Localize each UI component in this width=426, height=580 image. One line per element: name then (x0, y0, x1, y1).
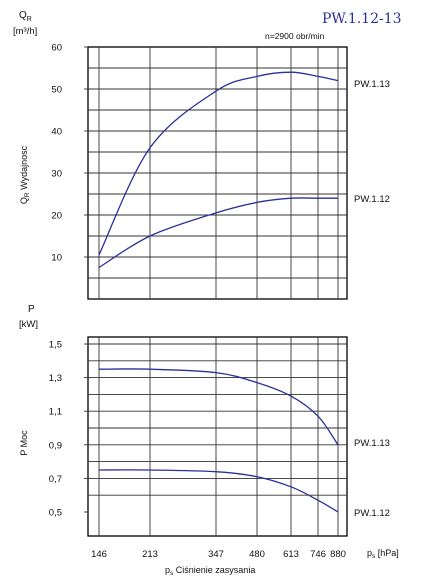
flow-y-tick-label: 20 (51, 211, 62, 222)
power-side-label: P Moc (19, 430, 29, 456)
x-axis-unit: ps [hPa] (367, 548, 399, 560)
flow-grid (88, 47, 347, 299)
power-y-ticks: 1,5 1,3 1,1 0,9 0,7 0,5 (49, 340, 88, 519)
flow-y-tick-label: 60 (51, 43, 62, 54)
power-curve-pw113 (98, 368, 339, 446)
flow-y-tick-label: 50 (51, 85, 62, 96)
x-axis-title: ps Ciśnienie zasysania (165, 565, 255, 577)
x-tick-label: 613 (283, 549, 299, 560)
x-tick-label: 880 (330, 549, 346, 560)
power-y-tick-label: 0,9 (49, 440, 62, 451)
power-y-tick-label: 1,1 (49, 407, 62, 418)
power-x-ticks: 146 213 347 480 613 746 880 (91, 549, 346, 560)
speed-label: n=2900 obr/min (265, 31, 325, 41)
power-y-tick-label: 0,5 (49, 508, 62, 519)
power-y-tick-label: 1,5 (49, 340, 62, 351)
power-y-unit: [kW] (19, 319, 38, 330)
flow-side-label: QR Wydajnosc (19, 145, 31, 204)
power-chart-panel: 1,5 1,3 1,1 0,9 0,7 0,5 146 213 347 480 613 746 880… (19, 304, 399, 577)
x-tick-label: 213 (142, 549, 158, 560)
x-tick-label: 480 (249, 549, 265, 560)
power-chart-frame (87, 336, 348, 537)
flow-curve-pw112 (98, 197, 338, 269)
flow-y-tick-label: 40 (51, 127, 62, 138)
flow-y-tick-label: 30 (51, 169, 62, 180)
svg-text:QR Wydajnosc: QR Wydajnosc (19, 145, 31, 204)
flow-y-unit: [m³/h] (13, 26, 37, 37)
flow-series-label-pw112: PW.1.12 (354, 194, 390, 205)
power-series-label-pw112: PW.1.12 (354, 508, 390, 519)
power-series-label-pw113: PW.1.13 (354, 438, 390, 449)
flow-y-symbol: QR (19, 10, 32, 23)
power-y-tick-label: 0,7 (49, 474, 62, 485)
svg-text:P Moc: P Moc (19, 430, 29, 456)
x-tick-label: 746 (310, 549, 326, 560)
flow-y-ticks: 10 20 30 40 50 60 (51, 43, 88, 264)
power-y-symbol: P (28, 304, 35, 315)
power-y-tick-label: 1,3 (49, 373, 62, 384)
flow-series-label-pw113: PW.1.13 (354, 79, 390, 90)
power-curve-pw112 (98, 469, 339, 513)
flow-y-tick-label: 10 (51, 253, 62, 264)
flow-curve-pw113 (98, 71, 339, 256)
flow-chart-panel: 10 20 30 40 50 60 QR [m³/h] QR Wydajnosc PW.1… (13, 10, 390, 300)
chart-title: PW.1.12-13 (322, 11, 402, 27)
x-tick-label: 347 (208, 549, 224, 560)
power-grid (88, 337, 347, 536)
x-tick-label: 146 (91, 549, 107, 560)
